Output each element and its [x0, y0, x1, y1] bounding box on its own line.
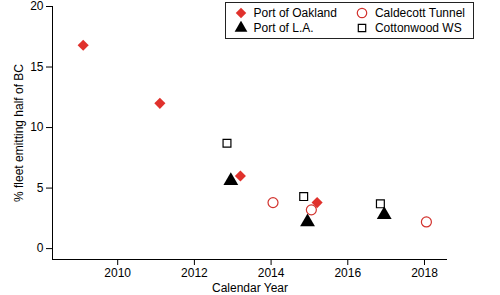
svg-text:Calendar Year: Calendar Year	[212, 281, 288, 295]
html-text:Caldecott Tunnel: Caldecott Tunnel	[374, 6, 465, 20]
svg-text:2018: 2018	[411, 266, 438, 280]
svg-text:0: 0	[37, 241, 44, 255]
svg-text:15: 15	[30, 60, 44, 74]
svg-text:2010: 2010	[104, 266, 131, 280]
svg-text:2014: 2014	[258, 266, 285, 280]
svg-text:2016: 2016	[334, 266, 361, 280]
svg-text:10: 10	[30, 120, 44, 134]
svg-text:20: 20	[30, 0, 44, 13]
svg-text:2012: 2012	[181, 266, 208, 280]
svg-text:5: 5	[37, 181, 44, 195]
html-text:Cottonwood WS: Cottonwood WS	[374, 21, 462, 35]
html-text:Port of Oakland: Port of Oakland	[253, 6, 337, 20]
html-text:Port of L.A.: Port of L.A.	[253, 21, 314, 35]
svg-text:% fleet emitting half of BC: % fleet emitting half of BC	[12, 64, 26, 202]
